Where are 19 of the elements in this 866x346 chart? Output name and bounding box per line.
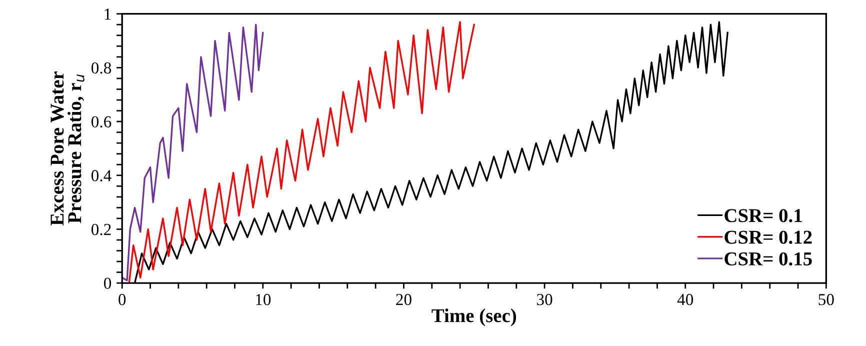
legend-label: CSR= 0.15	[724, 252, 812, 266]
x-tick-label: 40	[677, 294, 694, 306]
line-series	[128, 21, 475, 284]
x-tick-label: 20	[396, 294, 412, 306]
y-tick-label: 0.2	[91, 224, 111, 236]
y-tick-label: 0.8	[91, 62, 112, 74]
x-tick-label: 10	[256, 294, 271, 306]
legend-label: CSR= 0.1	[724, 209, 802, 222]
line-series	[122, 24, 264, 282]
y-axis-title: Excess Pore Water Pressure Ratio, r$_{u}$	[50, 71, 84, 226]
y-tick-label: 0.6	[91, 116, 112, 128]
x-tick-label: 50	[818, 294, 834, 306]
x-tick-label: 0	[118, 294, 126, 306]
legend-label: CSR= 0.12	[724, 230, 812, 244]
x-tick-label: 30	[537, 294, 552, 306]
y-tick-label: 0.4	[91, 170, 112, 182]
x-axis-title: Time (sec)	[432, 308, 516, 326]
y-tick-label: 1	[104, 8, 111, 20]
y-tick-label: 0	[104, 278, 112, 289]
